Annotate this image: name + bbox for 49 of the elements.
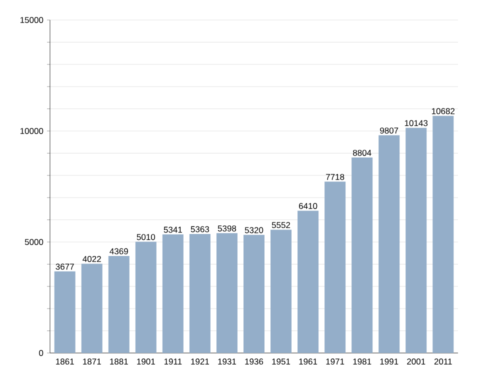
- data-label: 5398: [218, 225, 236, 232]
- x-tick-label: 1936: [245, 358, 264, 365]
- bar: [406, 128, 427, 353]
- bar: [81, 264, 102, 353]
- bar: [324, 182, 346, 353]
- bar: [162, 234, 184, 353]
- bar: [216, 233, 238, 353]
- x-tick-label: 1861: [56, 358, 74, 365]
- data-label: 5552: [272, 222, 290, 228]
- bar: [244, 234, 264, 353]
- bar: [352, 158, 373, 353]
- x-tick-label: 1981: [353, 358, 372, 365]
- x-tick-label: 1971: [326, 358, 344, 365]
- data-label: 5363: [190, 226, 210, 232]
- data-label: 10143: [404, 120, 428, 126]
- bar: [135, 242, 156, 353]
- x-tick-label: 1951: [272, 358, 290, 365]
- bar: [54, 271, 76, 353]
- y-tick-label: 10000: [20, 128, 44, 134]
- x-tick-label: 1901: [137, 358, 155, 365]
- y-tick-label: 0: [39, 350, 44, 356]
- data-label: 7718: [326, 174, 344, 180]
- x-tick-label: 1871: [83, 358, 101, 365]
- x-tick-label: 2011: [434, 358, 452, 365]
- data-label: 4369: [110, 248, 128, 254]
- data-label: 10682: [432, 108, 455, 114]
- y-tick-label: 5000: [24, 239, 44, 246]
- data-label: 5010: [136, 234, 156, 240]
- x-tick-label: 1911: [164, 358, 182, 365]
- x-tick-label: 1931: [218, 358, 236, 365]
- data-label: 5320: [244, 227, 264, 234]
- data-label: 6410: [299, 202, 318, 209]
- x-tick-label: 1961: [299, 358, 318, 365]
- bar: [108, 256, 130, 353]
- x-tick-label: 1991: [380, 358, 398, 365]
- x-tick-label: 1881: [110, 358, 128, 365]
- data-label: 5341: [164, 226, 182, 233]
- data-label: 9807: [380, 128, 398, 134]
- bar: [189, 234, 210, 353]
- data-label: 4022: [82, 256, 101, 262]
- data-label: 3677: [56, 264, 74, 270]
- bar: [432, 116, 454, 353]
- x-tick-label: 1921: [191, 358, 209, 365]
- bar: [270, 230, 292, 353]
- x-tick-label: 2001: [407, 358, 426, 365]
- y-tick-label: 15000: [20, 17, 44, 24]
- bar: [378, 135, 400, 353]
- bar: [298, 210, 319, 353]
- data-label: 8804: [353, 150, 372, 156]
